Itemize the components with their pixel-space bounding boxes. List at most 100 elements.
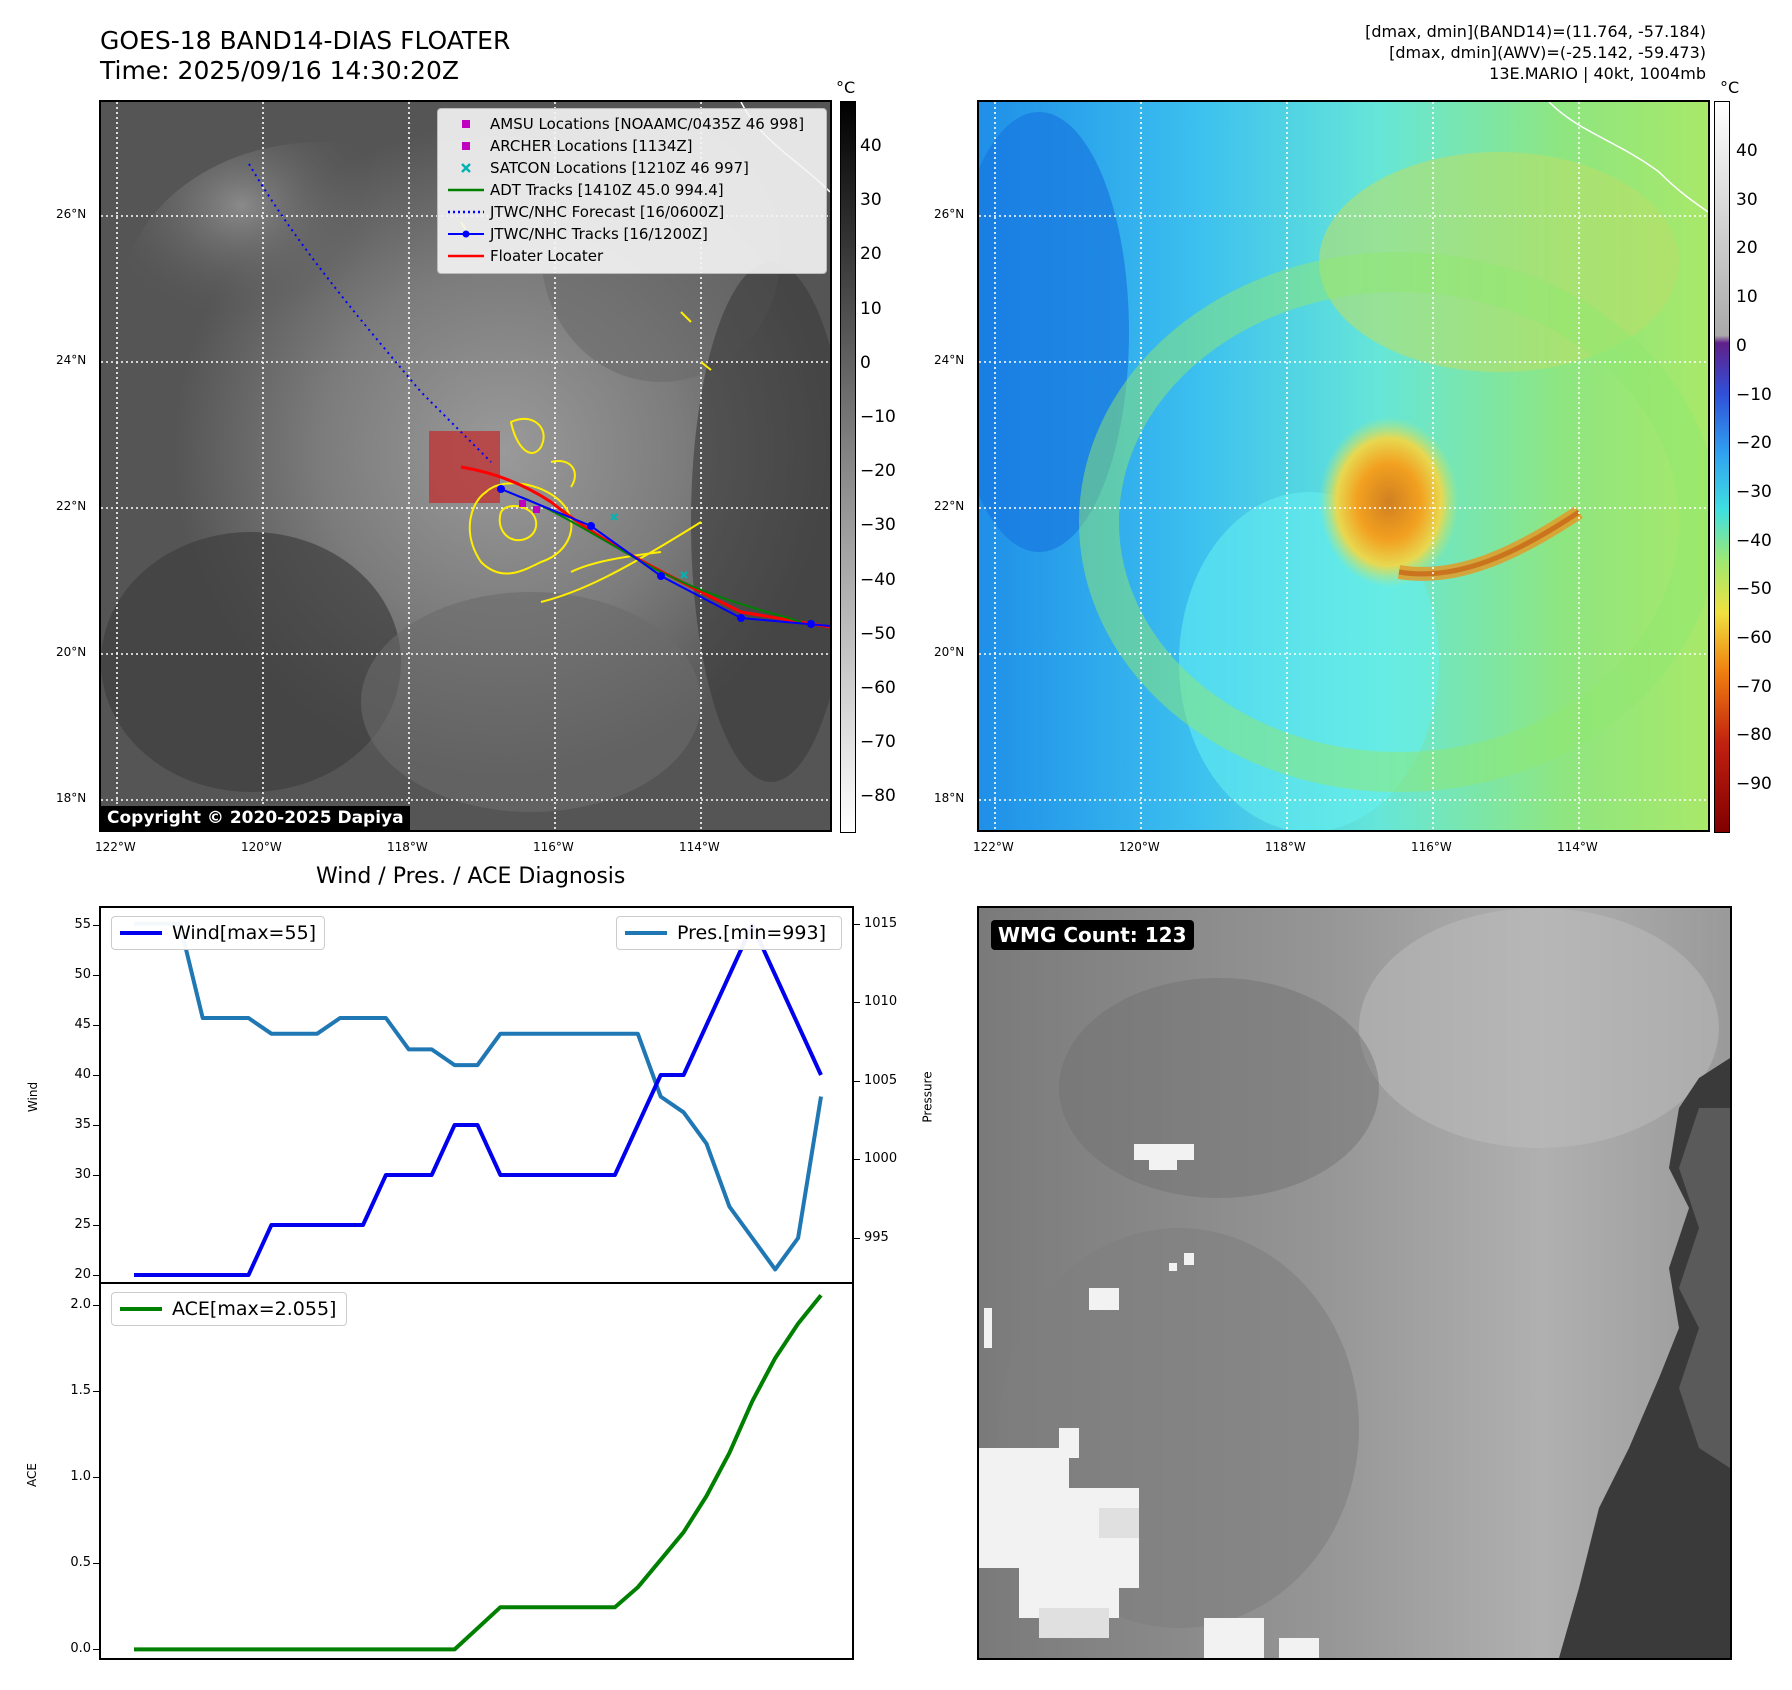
wind-pressure-plot: Wind[max=55] Pres.[min=993] [99, 906, 854, 1284]
ace-tick-mark [93, 1649, 99, 1651]
legend-label: SATCON Locations [1210Z 46 997] [490, 159, 749, 177]
info-storm: 13E.MARIO | 40kt, 1004mb [1489, 64, 1706, 83]
legend-label: Floater Locater [490, 247, 604, 265]
wv-lon-tick: 120°W [1119, 840, 1160, 854]
ir-colorbar-tick: 40 [860, 136, 882, 156]
wv-colorbar-tick: 40 [1736, 141, 1758, 161]
ir-colorbar-tick: 10 [860, 298, 882, 319]
wv-lat-tick: 26°N [934, 207, 965, 221]
wv-colorbar-tick: −40 [1736, 530, 1772, 551]
wv-colorbar-tick: −60 [1736, 628, 1772, 648]
legend-label: ARCHER Locations [1134Z] [490, 137, 693, 155]
wind-line [134, 923, 823, 1277]
wind-tick-mark [93, 1125, 99, 1126]
ir-lon-tick: 116°W [533, 840, 574, 854]
pressure-tick-mark [854, 923, 860, 925]
copyright-label: Copyright © 2020-2025 Dapiya [101, 806, 410, 830]
wv-colorbar-tick: −50 [1736, 579, 1772, 600]
wv-lat-tick: 18°N [934, 791, 965, 805]
ace-tick: 2.0 [70, 1296, 91, 1312]
legend-entry: Floater Locater [438, 245, 826, 267]
wv-lon-tick: 118°W [1265, 840, 1306, 854]
legend-marker [448, 113, 484, 135]
wv-lat-tick: 22°N [934, 499, 965, 513]
wind-axis-label: Wind [26, 1081, 41, 1113]
ace-tick: 0.0 [70, 1641, 91, 1657]
ir-colorbar-tick: −50 [860, 623, 896, 644]
ace-svg [134, 1293, 823, 1652]
wind-legend: Wind[max=55] [111, 916, 325, 950]
legend-entry: JTWC/NHC Forecast [16/0600Z] [438, 201, 826, 223]
wv-lon-tick: 114°W [1557, 840, 1598, 854]
wind-tick: 40 [74, 1067, 91, 1082]
pressure-tick: 995 [864, 1230, 889, 1245]
ir-lat-tick: 24°N [56, 353, 87, 367]
ace-axis-label: ACE [24, 1463, 39, 1487]
wind-tick: 45 [74, 1017, 91, 1032]
legend-entry: SATCON Locations [1210Z 46 997] [438, 157, 826, 179]
legend-marker [448, 223, 484, 245]
ir-colorbar-tick: 20 [860, 244, 882, 265]
ace-legend: ACE[max=2.055] [111, 1292, 347, 1326]
ir-lon-tick: 118°W [387, 840, 428, 854]
ir-colorbar-tick: 0 [860, 352, 871, 373]
wind-tick-mark [93, 1075, 99, 1076]
ace-tick-mark [93, 1304, 99, 1306]
wv-colorbar-tick: 30 [1736, 189, 1758, 210]
pressure-tick-mark [854, 1238, 860, 1239]
legend-label: JTWC/NHC Tracks [16/1200Z] [490, 225, 708, 243]
ace-line [134, 1293, 823, 1652]
legend-entry: AMSU Locations [NOAAMC/0435Z 46 998] [438, 113, 826, 135]
wind-tick: 30 [74, 1167, 91, 1182]
legend-label: AMSU Locations [NOAAMC/0435Z 46 998] [490, 115, 805, 133]
figure-time: Time: 2025/09/16 14:30:20Z [100, 56, 459, 85]
legend-marker [448, 135, 484, 157]
ace-tick: 1.5 [70, 1382, 91, 1398]
wv-colorbar-tick: 20 [1736, 238, 1758, 259]
ir-lon-tick: 114°W [679, 840, 720, 854]
wind-tick: 35 [74, 1117, 91, 1132]
wv-colorbar [1714, 101, 1730, 833]
wv-lat-tick: 24°N [934, 353, 965, 367]
wind-tick-mark [93, 1275, 99, 1276]
wmg-count-badge: WMG Count: 123 [991, 920, 1194, 950]
wind-tick: 20 [74, 1267, 91, 1282]
pressure-tick: 1005 [864, 1072, 898, 1088]
ir-map-legend: AMSU Locations [NOAAMC/0435Z 46 998] ARCH… [437, 108, 827, 274]
pressure-line [134, 921, 823, 1272]
pressure-tick-mark [854, 1002, 860, 1004]
legend-label: ADT Tracks [1410Z 45.0 994.4] [490, 181, 724, 199]
wind-tick: 25 [74, 1217, 91, 1232]
ace-tick-mark [93, 1563, 99, 1565]
ir-map-panel: AMSU Locations [NOAAMC/0435Z 46 998] ARCH… [99, 100, 832, 832]
ace-plot: ACE[max=2.055] [99, 1282, 854, 1660]
ir-colorbar [840, 101, 856, 833]
legend-label: JTWC/NHC Forecast [16/0600Z] [490, 203, 725, 221]
wmg-panel: WMG Count: 123 [977, 906, 1732, 1660]
wind-tick-mark [93, 1025, 99, 1026]
ir-lat-tick: 22°N [56, 499, 87, 513]
ir-colorbar-tick: −60 [860, 678, 896, 698]
ace-tick: 1.0 [70, 1469, 91, 1485]
ace-tick-mark [93, 1390, 99, 1392]
ir-lon-tick: 122°W [95, 840, 136, 854]
wv-colorbar-tick: −30 [1736, 481, 1772, 502]
wv-lon-tick: 116°W [1411, 840, 1452, 854]
wind-tick-mark [93, 925, 99, 926]
wv-colorbar-tick: −90 [1736, 774, 1772, 795]
legend-marker [448, 157, 484, 179]
wv-colorbar-tick: −20 [1736, 433, 1772, 454]
wind-tick-mark [93, 1225, 99, 1226]
ir-lat-tick: 26°N [56, 207, 87, 221]
wv-colorbar-tick: 10 [1736, 287, 1758, 308]
wv-map-panel [977, 100, 1710, 832]
pressure-axis-label: Pressure [920, 1071, 935, 1123]
wv-map-image [979, 102, 1708, 830]
figure-title: GOES-18 BAND14-DIAS FLOATER [100, 26, 511, 55]
ir-colorbar-unit: °C [836, 78, 856, 97]
legend-entry: ADT Tracks [1410Z 45.0 994.4] [438, 179, 826, 201]
legend-marker [448, 245, 484, 267]
info-band14-range: [dmax, dmin](BAND14)=(11.764, -57.184) [1365, 22, 1706, 41]
wind-tick: 50 [74, 967, 91, 982]
diagnosis-title: Wind / Pres. / ACE Diagnosis [316, 864, 626, 889]
